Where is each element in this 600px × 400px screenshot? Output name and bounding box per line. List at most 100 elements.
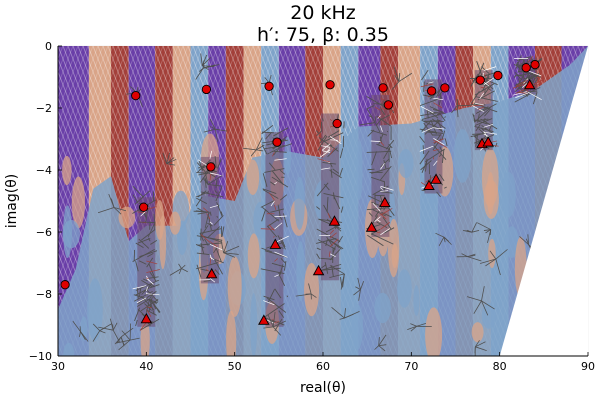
mesh-edge	[425, 148, 446, 163]
zero-circle-marker	[332, 118, 342, 129]
zero-circle-marker	[530, 59, 540, 70]
mesh-edge	[378, 344, 387, 347]
mesh-edge	[374, 216, 381, 223]
mesh-hatch	[58, 46, 94, 138]
mesh-edge	[209, 118, 216, 130]
mesh-edge	[215, 180, 218, 188]
mesh-edge	[147, 252, 154, 258]
mesh-edge	[154, 301, 157, 305]
mesh-edge	[267, 314, 274, 328]
mesh-edge	[321, 145, 331, 148]
mesh-edge	[209, 221, 213, 225]
zero-triangle-marker	[328, 215, 341, 226]
mesh-edge	[483, 131, 497, 135]
zero-triangle-marker	[365, 221, 378, 232]
mesh-edge	[209, 150, 213, 159]
mesh-edge	[324, 262, 329, 274]
mesh-edge	[223, 245, 240, 254]
mesh-edge	[483, 124, 494, 128]
mesh-edge	[72, 320, 81, 332]
mesh-edge	[255, 137, 263, 151]
mesh-edge	[197, 242, 223, 246]
mesh-edge	[220, 239, 224, 253]
mesh-edge	[217, 204, 220, 208]
mesh-edge	[330, 168, 333, 178]
mesh-edge	[146, 277, 154, 285]
mesh-edge	[268, 192, 275, 201]
mesh-edge	[366, 150, 392, 153]
mesh-edge	[482, 106, 498, 113]
mesh-edge	[282, 213, 288, 228]
mesh-edge	[140, 229, 156, 241]
mesh-edge	[196, 172, 211, 174]
mesh-edge	[473, 118, 489, 122]
mesh-edge	[316, 182, 329, 197]
mesh-edge	[475, 96, 498, 102]
mesh-edge	[139, 250, 158, 258]
mesh-edge	[374, 122, 381, 133]
mesh-edge	[272, 151, 275, 157]
mesh-edge	[477, 222, 491, 230]
zero-circle-marker	[60, 280, 70, 290]
mesh-edge	[487, 87, 492, 91]
mesh-edge	[135, 242, 144, 249]
zero-circle-marker	[521, 63, 531, 73]
mesh-edge	[355, 286, 361, 290]
mesh-edge	[332, 246, 336, 256]
mesh-edge	[378, 334, 387, 346]
mesh-edge	[319, 149, 331, 158]
mesh-edge	[146, 277, 149, 280]
zero-circle-marker	[272, 137, 282, 147]
mesh-edge	[523, 71, 534, 82]
mesh-edge	[471, 230, 480, 233]
mesh-edge	[329, 265, 345, 275]
mesh-edge	[327, 130, 340, 138]
mesh-edge	[374, 116, 377, 123]
mesh-edge	[316, 253, 321, 259]
mesh-edge	[132, 186, 144, 198]
mesh-edge	[391, 81, 400, 90]
mesh-edge	[214, 259, 223, 275]
mesh-edge	[372, 185, 389, 196]
mesh-edge	[419, 150, 430, 165]
mesh-edge	[135, 279, 160, 291]
mesh-hatch	[58, 46, 149, 280]
mesh-edge	[371, 233, 394, 245]
mesh-edge	[115, 339, 131, 344]
mesh-edge	[209, 172, 223, 177]
mesh-edge	[329, 273, 345, 278]
mesh-edge	[195, 191, 210, 198]
mesh-edge	[433, 145, 447, 160]
mesh-edge	[477, 106, 489, 113]
mesh-edge	[437, 118, 443, 132]
mesh-edge	[207, 184, 223, 187]
mesh-edge	[274, 258, 278, 262]
mesh-edge	[274, 321, 280, 323]
mesh-edge	[380, 163, 385, 170]
mesh-edge	[178, 268, 182, 275]
mesh-edge	[150, 240, 158, 245]
mesh-edge	[421, 189, 426, 192]
mesh-hatch	[0, 46, 3, 356]
zero-circle-marker	[475, 75, 485, 85]
mesh-edge	[112, 322, 118, 331]
mesh-edge	[139, 288, 142, 297]
mesh-edge	[264, 250, 288, 258]
mesh-edge	[130, 337, 140, 341]
mesh-edge	[444, 116, 447, 118]
mesh-edge	[206, 212, 210, 219]
mesh-edge	[383, 159, 387, 169]
mesh-edge	[322, 150, 331, 153]
mesh-edge	[262, 173, 268, 188]
mesh-edge	[372, 209, 386, 217]
mesh-edge	[475, 134, 479, 147]
mesh-edge	[195, 210, 210, 213]
mesh-edge	[325, 239, 328, 247]
mesh-edge	[271, 170, 284, 185]
mesh-edge	[477, 106, 484, 110]
axes: 30 40 50 60 70 80 90 0 −2 −4 −6 −8 −10	[29, 40, 595, 373]
mesh-hatch	[58, 46, 109, 177]
mesh-edge	[380, 185, 394, 191]
mesh-edge	[201, 225, 209, 236]
mesh-edge	[147, 222, 156, 238]
